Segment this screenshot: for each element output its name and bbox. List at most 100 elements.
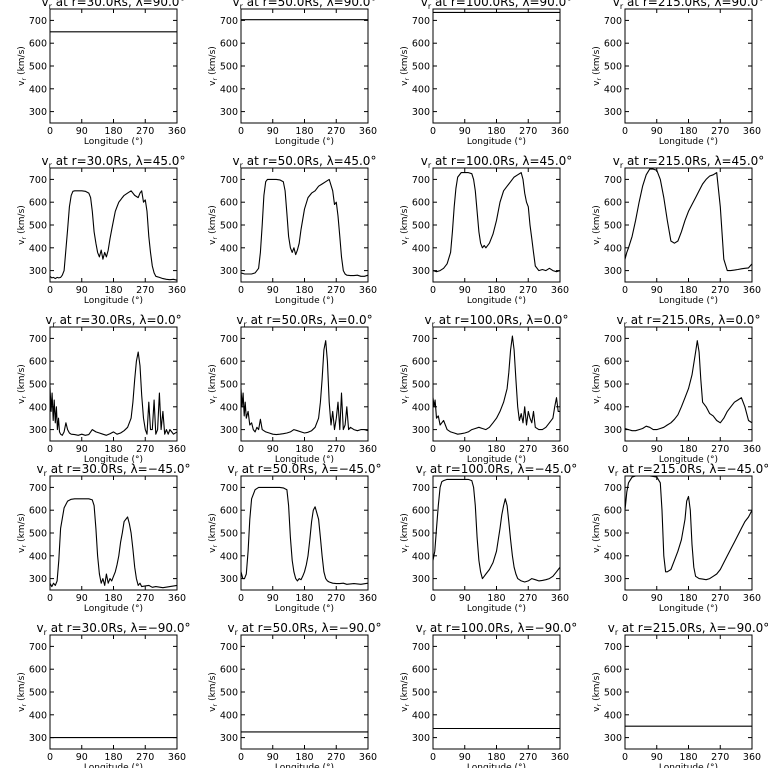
panel-title: vr at r=215.0Rs, λ=45.0°: [613, 154, 765, 170]
x-tick-label: 90: [651, 285, 663, 296]
y-tick-label: 600: [604, 39, 622, 50]
panel-title: vr at r=50.0Rs, λ=0.0°: [236, 313, 372, 329]
y-axis-label: vr (km/s): [400, 46, 411, 86]
x-tick-label: 270: [711, 126, 729, 137]
x-tick-label: 0: [238, 126, 244, 137]
x-tick-label: 90: [267, 285, 279, 296]
y-tick-label: 600: [604, 506, 622, 517]
panel-2-2: vr at r=100.0Rs, λ=0.0° 0 90 180 270 360 300 40…: [400, 313, 569, 465]
x-tick-label: 270: [136, 444, 154, 455]
panel-1-0: vr at r=30.0Rs, λ=45.0° 0 90 180 270 360 300 40…: [17, 154, 186, 306]
x-tick-label: 360: [359, 126, 377, 137]
y-tick-label: 700: [604, 334, 622, 345]
y-axis-label: vr (km/s): [208, 672, 219, 712]
x-tick-label: 0: [622, 752, 628, 763]
x-tick-label: 90: [651, 593, 663, 604]
x-tick-label: 90: [76, 126, 88, 137]
panel-4-2: vr at r=100.0Rs, λ=−90.0° 0 90 180 270 360 300…: [400, 621, 577, 768]
x-tick-label: 360: [743, 444, 761, 455]
y-tick-label: 400: [412, 243, 430, 254]
panel-0-1: vr at r=50.0Rs, λ=90.0° 0 90 180 270 360 300 40…: [208, 0, 377, 147]
x-tick-label: 270: [519, 126, 537, 137]
x-tick-label: 90: [651, 126, 663, 137]
x-tick-label: 90: [459, 126, 471, 137]
y-tick-label: 400: [29, 402, 47, 413]
y-axis-label: vr (km/s): [592, 513, 603, 553]
x-tick-label: 270: [711, 444, 729, 455]
panel-2-1: vr at r=50.0Rs, λ=0.0° 0 90 180 270 360 300 400…: [208, 313, 377, 465]
panel-title: vr at r=30.0Rs, λ=−90.0°: [37, 621, 191, 637]
panel-1-1: vr at r=50.0Rs, λ=45.0° 0 90 180 270 360 300 40…: [208, 154, 377, 306]
x-tick-label: 90: [267, 593, 279, 604]
x-tick-label: 90: [651, 752, 663, 763]
y-tick-label: 600: [412, 506, 430, 517]
x-tick-label: 360: [168, 126, 186, 137]
panel-title: vr at r=30.0Rs, λ=−45.0°: [37, 462, 191, 478]
y-tick-label: 600: [604, 665, 622, 676]
y-tick-label: 300: [412, 574, 430, 585]
y-axis-label: vr (km/s): [592, 205, 603, 245]
y-tick-label: 400: [29, 710, 47, 721]
y-tick-label: 300: [29, 107, 47, 118]
y-tick-label: 500: [604, 529, 622, 540]
x-axis-label: Longitude (°): [84, 455, 143, 465]
y-tick-label: 500: [29, 221, 47, 232]
y-axis-label: vr (km/s): [592, 672, 603, 712]
y-tick-label: 300: [604, 425, 622, 436]
y-tick-label: 500: [220, 380, 238, 391]
y-axis-label: vr (km/s): [17, 672, 28, 712]
y-tick-label: 400: [29, 551, 47, 562]
x-axis-label: Longitude (°): [467, 763, 526, 768]
panel-4-3: vr at r=215.0Rs, λ=−90.0° 0 90 180 270 360 300…: [592, 621, 768, 768]
y-tick-label: 700: [604, 642, 622, 653]
y-axis-label: vr (km/s): [400, 205, 411, 245]
panel-4-0: vr at r=30.0Rs, λ=−90.0° 0 90 180 270 360 300 4…: [17, 621, 190, 768]
y-tick-label: 300: [220, 425, 238, 436]
x-tick-label: 270: [711, 593, 729, 604]
x-tick-label: 180: [679, 593, 697, 604]
x-tick-label: 270: [327, 126, 345, 137]
y-tick-label: 700: [29, 16, 47, 27]
x-tick-label: 180: [679, 126, 697, 137]
y-tick-label: 500: [29, 529, 47, 540]
x-tick-label: 270: [519, 752, 537, 763]
y-tick-label: 700: [29, 175, 47, 186]
x-axis-label: Longitude (°): [659, 763, 718, 768]
x-tick-label: 0: [238, 444, 244, 455]
panel-3-2: vr at r=100.0Rs, λ=−45.0° 0 90 180 270 360 300…: [400, 462, 577, 614]
x-tick-label: 270: [136, 593, 154, 604]
y-tick-label: 700: [604, 483, 622, 494]
y-tick-label: 300: [29, 733, 47, 744]
x-tick-label: 270: [136, 126, 154, 137]
x-axis-label: Longitude (°): [275, 763, 334, 768]
x-tick-label: 270: [711, 752, 729, 763]
y-tick-label: 400: [29, 243, 47, 254]
y-tick-label: 600: [220, 39, 238, 50]
y-tick-label: 300: [29, 574, 47, 585]
x-tick-label: 90: [651, 444, 663, 455]
x-tick-label: 270: [327, 285, 345, 296]
y-tick-label: 500: [29, 380, 47, 391]
y-tick-label: 500: [412, 529, 430, 540]
x-axis-label: Longitude (°): [467, 137, 526, 147]
x-tick-label: 360: [168, 752, 186, 763]
x-tick-label: 180: [679, 444, 697, 455]
y-tick-label: 700: [412, 334, 430, 345]
panel-title: vr at r=100.0Rs, λ=90.0°: [421, 0, 573, 11]
x-tick-label: 270: [519, 593, 537, 604]
panel-title: vr at r=30.0Rs, λ=0.0°: [45, 313, 181, 329]
x-tick-label: 90: [76, 444, 88, 455]
panel-title: vr at r=30.0Rs, λ=45.0°: [42, 154, 186, 170]
x-axis-label: Longitude (°): [84, 137, 143, 147]
series-line: [241, 340, 368, 436]
y-tick-label: 500: [29, 62, 47, 73]
y-tick-label: 300: [29, 425, 47, 436]
y-tick-label: 600: [29, 198, 47, 209]
y-tick-label: 700: [604, 16, 622, 27]
x-tick-label: 0: [622, 126, 628, 137]
x-tick-label: 90: [267, 126, 279, 137]
y-tick-label: 300: [604, 733, 622, 744]
panel-2-0: vr at r=30.0Rs, λ=0.0° 0 90 180 270 360 300 400…: [17, 313, 186, 465]
y-tick-label: 600: [604, 198, 622, 209]
x-tick-label: 90: [459, 593, 471, 604]
